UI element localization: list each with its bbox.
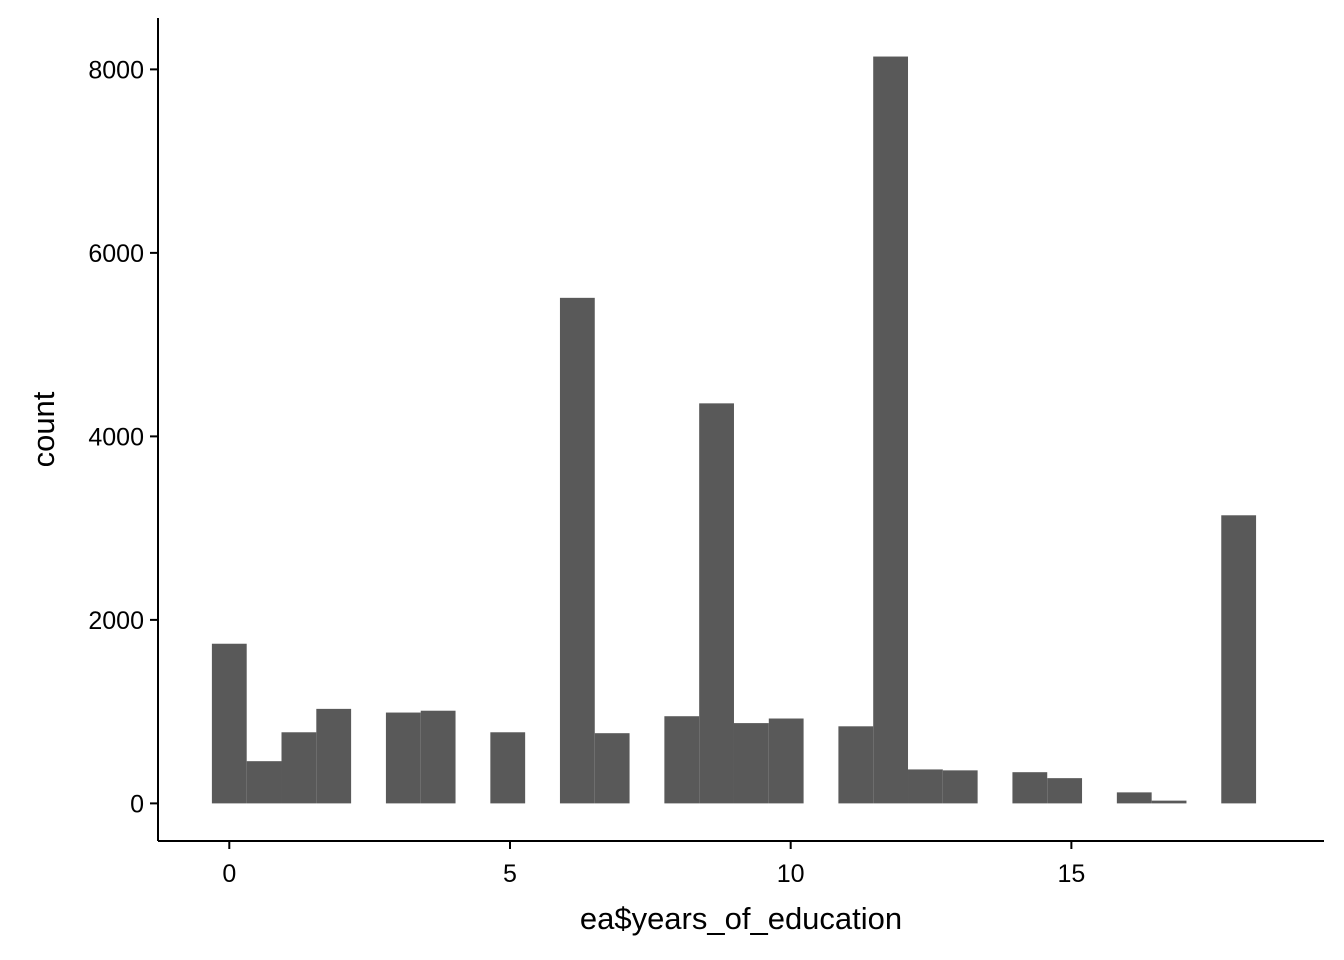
- histogram-bar: [942, 770, 978, 804]
- x-tick-label: 15: [1057, 860, 1085, 888]
- y-tick-label: 8000: [88, 56, 144, 84]
- histogram-bar: [211, 643, 247, 804]
- y-axis-ticks: 0 2000 4000 6000 8000: [88, 56, 158, 818]
- histogram-bar: [490, 732, 526, 804]
- histogram-bar: [768, 718, 804, 804]
- bars-group: [211, 56, 1257, 804]
- y-tick-label: 6000: [88, 240, 144, 268]
- histogram-bar: [1116, 792, 1152, 804]
- x-tick-label: 10: [777, 860, 805, 888]
- histogram-bar: [1012, 772, 1048, 804]
- histogram-bar: [699, 403, 734, 804]
- histogram-bar: [733, 723, 769, 804]
- x-tick-label: 5: [503, 860, 517, 888]
- histogram-bar: [838, 726, 874, 804]
- x-axis-title: ea$years_of_education: [580, 901, 902, 936]
- histogram-bar: [1047, 778, 1083, 804]
- histogram-bar: [559, 297, 595, 804]
- histogram-bar: [316, 708, 352, 804]
- histogram-bar: [908, 769, 943, 804]
- histogram-bar: [1151, 800, 1187, 804]
- histogram-bar: [594, 733, 630, 804]
- x-tick-label: 0: [222, 860, 236, 888]
- y-tick-label: 2000: [88, 607, 144, 635]
- histogram-bar: [873, 56, 909, 804]
- histogram-bar: [385, 712, 421, 804]
- x-axis-ticks: 0 5 10 15: [222, 841, 1085, 888]
- y-tick-label: 0: [130, 790, 144, 818]
- histogram-bar: [420, 710, 456, 804]
- histogram-bar: [281, 732, 317, 804]
- y-tick-label: 4000: [88, 423, 144, 451]
- histogram-bar: [1221, 515, 1257, 804]
- histogram-bar: [246, 761, 282, 804]
- y-axis-title: count: [26, 391, 61, 467]
- histogram-bar: [664, 716, 700, 804]
